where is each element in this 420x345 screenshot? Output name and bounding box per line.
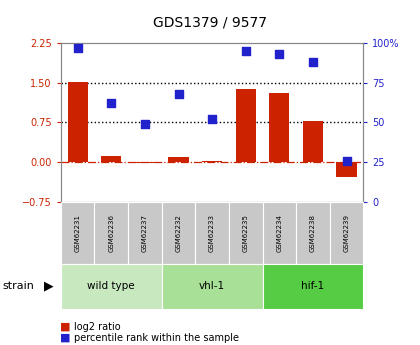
Bar: [236, 89, 256, 162]
Point: [242, 48, 249, 54]
Point: [343, 158, 350, 163]
Point: [209, 117, 215, 122]
Point: [108, 101, 115, 106]
Point: [74, 45, 81, 51]
Bar: [269, 93, 289, 162]
Bar: [135, 162, 155, 163]
Bar: [68, 82, 88, 162]
Bar: [101, 156, 121, 162]
Text: ■: ■: [60, 333, 71, 343]
Text: GSM62238: GSM62238: [310, 214, 316, 252]
Point: [142, 121, 148, 127]
Point: [310, 59, 316, 65]
Point: [175, 91, 182, 97]
Bar: [168, 157, 189, 162]
Text: GSM62236: GSM62236: [108, 214, 114, 252]
Text: GSM62232: GSM62232: [176, 214, 181, 252]
Text: ▶: ▶: [44, 280, 53, 293]
Text: GDS1379 / 9577: GDS1379 / 9577: [153, 16, 267, 29]
Text: vhl-1: vhl-1: [199, 282, 225, 291]
Text: log2 ratio: log2 ratio: [74, 322, 120, 332]
Text: GSM62235: GSM62235: [243, 214, 249, 252]
Text: GSM62233: GSM62233: [209, 214, 215, 252]
Point: [276, 51, 283, 57]
Text: GSM62237: GSM62237: [142, 214, 148, 252]
Text: GSM62231: GSM62231: [75, 214, 81, 252]
Text: hif-1: hif-1: [301, 282, 325, 291]
Text: percentile rank within the sample: percentile rank within the sample: [74, 333, 239, 343]
Text: GSM62239: GSM62239: [344, 214, 349, 252]
Text: GSM62234: GSM62234: [276, 214, 282, 252]
Bar: [303, 121, 323, 162]
Bar: [202, 160, 222, 162]
Text: ■: ■: [60, 322, 71, 332]
Text: wild type: wild type: [87, 282, 135, 291]
Bar: [336, 162, 357, 177]
Text: strain: strain: [2, 282, 34, 291]
